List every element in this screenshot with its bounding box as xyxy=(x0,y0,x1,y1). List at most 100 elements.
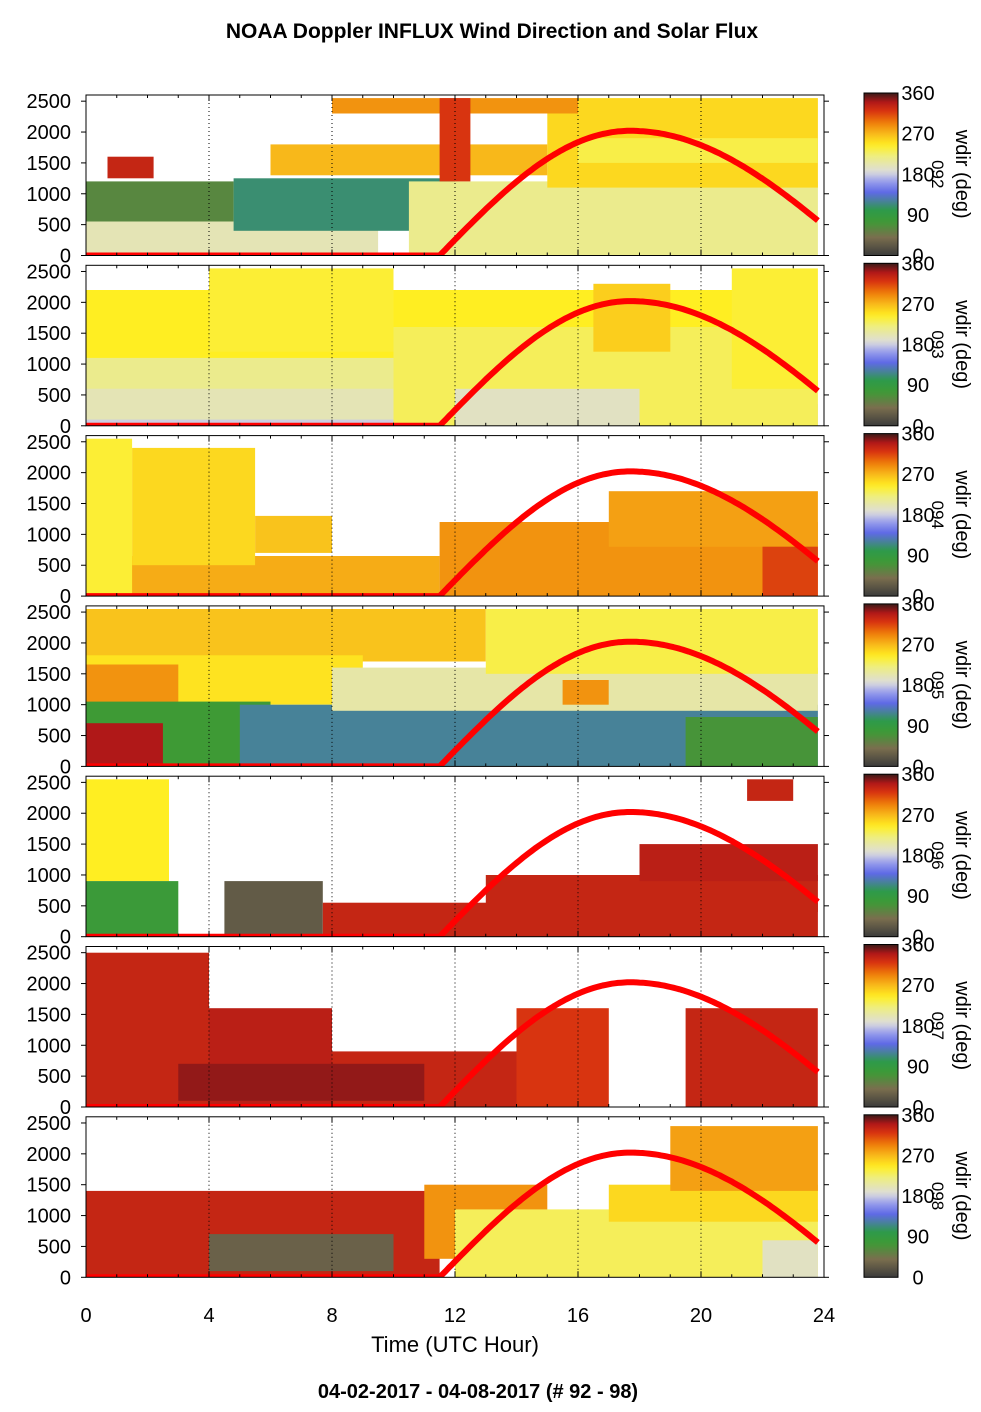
heatmap-region xyxy=(107,156,154,179)
y-tick-label: 2000 xyxy=(27,1144,72,1166)
y-tick-label: 1000 xyxy=(27,354,72,376)
y-tick-label: 2000 xyxy=(27,633,72,655)
colorbar-tick-label: 360 xyxy=(901,764,934,786)
y-tick-label: 1500 xyxy=(27,323,72,345)
colorbar-tick-label: 270 xyxy=(901,464,934,486)
y-tick-label: 2000 xyxy=(27,122,72,144)
y-tick-label: 1500 xyxy=(27,664,72,686)
heatmap-region xyxy=(455,388,640,426)
colorbar xyxy=(863,1114,899,1278)
x-tick-label: 12 xyxy=(444,1305,466,1327)
y-tick-label: 0 xyxy=(60,416,71,438)
heatmap-region xyxy=(86,438,133,597)
day-label: 098 xyxy=(928,1182,947,1210)
heatmap-region xyxy=(86,779,169,882)
x-tick-label: 24 xyxy=(813,1305,835,1327)
y-tick-label: 2500 xyxy=(27,432,72,454)
y-tick-label: 0 xyxy=(60,1267,71,1289)
colorbar-tick-label: 270 xyxy=(901,1145,934,1167)
y-tick-label: 500 xyxy=(38,215,71,237)
solar-flux-curve xyxy=(86,638,820,767)
colorbar-tick-label: 360 xyxy=(901,253,934,275)
heatmap-cells xyxy=(86,609,818,767)
y-tick-label: 500 xyxy=(38,555,71,577)
heatmap-region xyxy=(762,1240,818,1278)
heatmap-region xyxy=(255,515,332,553)
y-tick-label: 500 xyxy=(38,896,71,918)
colorbar-tick-label: 90 xyxy=(907,716,929,738)
colorbar-tick-label: 180 xyxy=(901,505,934,527)
heatmap-region xyxy=(639,844,818,882)
heatmap-cells xyxy=(86,268,818,426)
colorbar-tick-label: 0 xyxy=(912,927,923,949)
y-tick-label: 2500 xyxy=(27,943,72,965)
solar-flux-curve xyxy=(86,298,820,426)
colorbar-label: wdir (deg) xyxy=(951,299,973,389)
colorbar xyxy=(863,262,899,427)
y-tick-label: 1000 xyxy=(27,524,72,546)
heatmap-region xyxy=(408,181,818,256)
y-tick-label: 2500 xyxy=(27,772,72,794)
y-tick-label: 1500 xyxy=(27,494,72,516)
y-tick-label: 2000 xyxy=(27,292,72,314)
day-label: 096 xyxy=(928,841,947,869)
colorbar-label: wdir (deg) xyxy=(951,469,973,559)
colorbar-tick-label: 360 xyxy=(901,935,934,957)
y-tick-label: 1000 xyxy=(27,695,72,717)
colorbar-label: wdir (deg) xyxy=(951,640,973,730)
colorbar-tick-label: 0 xyxy=(912,756,923,778)
heatmap-region xyxy=(209,268,394,352)
colorbar-tick-label: 0 xyxy=(912,246,923,268)
colorbar xyxy=(863,944,899,1108)
colorbar-tick-label: 90 xyxy=(907,1227,929,1249)
colorbar-label: wdir (deg) xyxy=(951,129,973,219)
colorbar-tick-label: 90 xyxy=(907,545,929,567)
colorbar-label: wdir (deg) xyxy=(951,810,973,900)
x-tick-label: 8 xyxy=(326,1305,337,1327)
y-tick-label: 2000 xyxy=(27,463,72,485)
heatmap-region xyxy=(670,1126,818,1191)
y-tick-label: 0 xyxy=(60,927,71,949)
panel-day-095: 0 500 1000 1500 2000 2500 0 90 180 270 360 wdir (de… xyxy=(27,594,974,779)
solar-flux-curve xyxy=(86,979,820,1107)
y-tick-label: 1000 xyxy=(27,184,72,206)
y-tick-label: 2500 xyxy=(27,1113,72,1135)
y-tick-label: 500 xyxy=(38,385,71,407)
colorbar-tick-label: 180 xyxy=(901,164,934,186)
colorbar-label: wdir (deg) xyxy=(951,1151,973,1241)
y-tick-label: 500 xyxy=(38,726,71,748)
panel-day-092: 0 500 1000 1500 2000 2500 0 90 180 270 360 wdir (de… xyxy=(27,83,974,268)
heatmap-region xyxy=(270,144,548,176)
y-tick-label: 2500 xyxy=(27,602,72,624)
colorbar-tick-label: 270 xyxy=(901,635,934,657)
panel-day-098: 0 500 1000 1500 2000 2500 0 90 180 270 360 wdir (de… xyxy=(27,1105,974,1290)
heatmap-region xyxy=(224,881,323,937)
colorbar-tick-label: 180 xyxy=(901,1186,934,1208)
colorbar xyxy=(863,92,899,256)
colorbar-tick-label: 360 xyxy=(901,594,934,616)
solar-flux-curve xyxy=(86,809,820,937)
colorbar-tick-label: 360 xyxy=(901,1105,934,1127)
colorbar-tick-label: 270 xyxy=(901,975,934,997)
colorbar-tick-label: 360 xyxy=(901,83,934,105)
colorbar-tick-label: 180 xyxy=(901,1016,934,1038)
date-range-footer: 04-02-2017 - 04-08-2017 (# 92 - 98) xyxy=(318,1381,638,1403)
x-tick-label: 4 xyxy=(203,1305,214,1327)
heatmap-region xyxy=(178,1063,425,1101)
y-tick-label: 1500 xyxy=(27,834,72,856)
y-tick-label: 2500 xyxy=(27,91,72,113)
day-label: 092 xyxy=(928,160,947,188)
y-tick-label: 0 xyxy=(60,586,71,608)
colorbar xyxy=(863,603,899,767)
colorbar-tick-label: 90 xyxy=(907,375,929,397)
heatmap-cells xyxy=(86,1126,818,1278)
solar-flux-curve xyxy=(86,127,820,256)
chart-title: NOAA Doppler INFLUX Wind Direction and S… xyxy=(226,20,759,43)
solar-flux-curve xyxy=(86,468,820,597)
colorbar-tick-label: 270 xyxy=(901,805,934,827)
x-axis-label: Time (UTC Hour) xyxy=(371,1332,539,1357)
solar-flux-curve xyxy=(86,1149,820,1278)
colorbar-tick-label: 360 xyxy=(901,424,934,446)
